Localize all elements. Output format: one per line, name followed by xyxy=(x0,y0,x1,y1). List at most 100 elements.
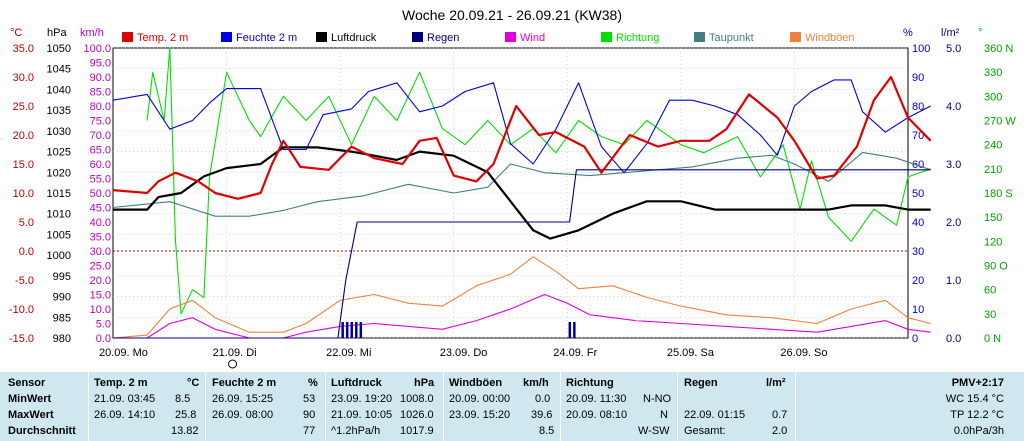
wind-axis-unit: km/h xyxy=(80,27,104,39)
temp-tick-label: -5.0 xyxy=(15,275,34,287)
rain-tick-label: 3.0 xyxy=(946,159,961,171)
chart-canvas: Woche 20.09.21 - 26.09.21 (KW38) °C hPa km/… xyxy=(9,7,1016,369)
direction-tick-label: 210 xyxy=(984,164,1002,176)
pressure-tick-label: 1050 xyxy=(47,43,71,55)
pressure-tick-label: 1030 xyxy=(47,126,71,138)
row-max-dir-time: 20.09. 08:10 xyxy=(566,409,628,421)
pressure-tick-label: 1015 xyxy=(47,188,71,200)
rain-bar xyxy=(359,322,363,338)
wind-tick-label: 35.0 xyxy=(90,232,111,244)
temp-tick-label: 20.0 xyxy=(13,130,34,142)
direction-tick-label: 180 S xyxy=(984,188,1013,200)
x-day-label: 25.09. Sa xyxy=(667,347,715,359)
humidity-tick-label: 80 xyxy=(912,101,924,113)
rain-tick-label: 1.0 xyxy=(946,275,961,287)
temp-tick-label: -15.0 xyxy=(9,333,34,345)
wind-tick-label: 80.0 xyxy=(90,101,111,113)
row-min-hum-val: 53 xyxy=(303,393,316,405)
direction-tick-label: 150 xyxy=(984,212,1002,224)
moon-phase-icon xyxy=(228,359,238,369)
hdr-hum-unit: % xyxy=(308,377,318,389)
legend-entry: Regen xyxy=(427,32,459,44)
direction-tick-label: 240 xyxy=(984,140,1002,152)
wind-tick-label: 40.0 xyxy=(90,217,111,229)
pressure-tick-label: 995 xyxy=(53,271,71,283)
rain-axis-unit: l/m² xyxy=(941,27,960,39)
row-max-label: MaxWert xyxy=(8,409,54,421)
pressure-tick-label: 985 xyxy=(53,312,71,324)
legend-swatch xyxy=(505,32,516,42)
pressure-tick-label: 980 xyxy=(53,333,71,345)
row-min-pmv: WC 15.4 °C xyxy=(945,393,1004,405)
hdr-temp-unit: °C xyxy=(187,377,200,389)
humidity-tick-label: 0 xyxy=(912,333,918,345)
series-line-regen xyxy=(113,169,931,339)
x-day-label: 23.09. Do xyxy=(440,347,488,359)
row-min-gust-val: 0.0 xyxy=(535,393,551,405)
legend-swatch xyxy=(601,32,612,42)
humidity-tick-label: 90 xyxy=(912,72,924,84)
row-min-gust-time: 20.09. 00:00 xyxy=(449,393,511,405)
series-line-wind xyxy=(113,293,931,339)
temp-tick-label: 5.0 xyxy=(19,217,34,229)
wind-tick-label: 70.0 xyxy=(90,130,111,142)
pressure-tick-label: 1025 xyxy=(47,147,71,159)
row-avg-pmv: 0.0hPa/3h xyxy=(953,425,1004,437)
hdr-dir: Richtung xyxy=(566,377,614,389)
humidity-tick-label: 30 xyxy=(912,246,924,258)
rain-bar xyxy=(573,322,576,338)
wind-tick-label: 100.0 xyxy=(83,43,111,55)
wind-tick-label: 25.0 xyxy=(90,261,111,273)
row-min-dir-val: N-NO xyxy=(643,393,672,405)
row-max-rain-val: 0.7 xyxy=(772,409,788,421)
rain-tick-label: 2.0 xyxy=(946,217,961,229)
rain-tick-label: 4.0 xyxy=(946,101,961,113)
wind-tick-label: 15.0 xyxy=(90,290,111,302)
humidity-tick-label: 70 xyxy=(912,130,924,142)
wind-tick-label: 10.0 xyxy=(90,304,111,316)
row-max-dir-val: N xyxy=(660,409,668,421)
row-min-press-time: 23.09. 19:20 xyxy=(331,393,393,405)
temp-tick-label: 35.0 xyxy=(13,43,34,55)
direction-axis-unit: ° xyxy=(978,27,982,39)
humidity-tick-label: 20 xyxy=(912,275,924,287)
direction-tick-label: 0 N xyxy=(984,333,1001,345)
direction-tick-label: 30 xyxy=(984,309,996,321)
temp-tick-label: -10.0 xyxy=(9,304,34,316)
row-avg-rain-time: Gesamt: xyxy=(684,425,726,437)
temp-tick-label: 0.0 xyxy=(19,246,34,258)
rain-bar xyxy=(355,322,358,338)
legend-entry: Wind xyxy=(520,32,545,44)
humidity-axis-unit: % xyxy=(903,27,913,39)
rain-bar xyxy=(350,322,353,338)
wind-tick-label: 50.0 xyxy=(90,188,111,200)
pressure-tick-label: 990 xyxy=(53,292,71,304)
hdr-pmv: PMV+2:17 xyxy=(951,377,1004,389)
hdr-rain-unit: l/m² xyxy=(766,377,786,389)
temp-tick-label: 10.0 xyxy=(13,188,34,200)
row-avg-rain-val: 2.0 xyxy=(772,425,788,437)
humidity-tick-label: 100 xyxy=(912,43,930,55)
row-min-label: MinWert xyxy=(8,393,52,405)
row-max-rain-time: 22.09. 01:15 xyxy=(684,409,746,421)
x-day-label: 21.09. Di xyxy=(213,347,257,359)
pressure-tick-label: 1035 xyxy=(47,105,71,117)
legend-swatch xyxy=(694,32,705,42)
legend-swatch xyxy=(221,32,232,42)
row-avg-dir-val: W-SW xyxy=(638,425,670,437)
temp-tick-label: 15.0 xyxy=(13,159,34,171)
pressure-tick-label: 1045 xyxy=(47,64,71,76)
legend-swatch xyxy=(790,32,801,42)
legend-entry: Windböen xyxy=(805,32,855,44)
series-line-windb-en xyxy=(112,256,931,339)
wind-tick-label: 0.0 xyxy=(96,333,111,345)
pressure-axis-unit: hPa xyxy=(47,27,67,39)
direction-tick-label: 330 xyxy=(984,67,1002,79)
row-max-press-time: 21.09. 10:05 xyxy=(331,409,393,421)
rain-tick-label: 0.0 xyxy=(946,333,961,345)
wind-tick-label: 85.0 xyxy=(90,87,111,99)
temp-axis-unit: °C xyxy=(10,27,22,39)
row-avg-temp-val: 13.82 xyxy=(171,425,199,437)
row-max-gust-val: 39.6 xyxy=(531,409,553,421)
